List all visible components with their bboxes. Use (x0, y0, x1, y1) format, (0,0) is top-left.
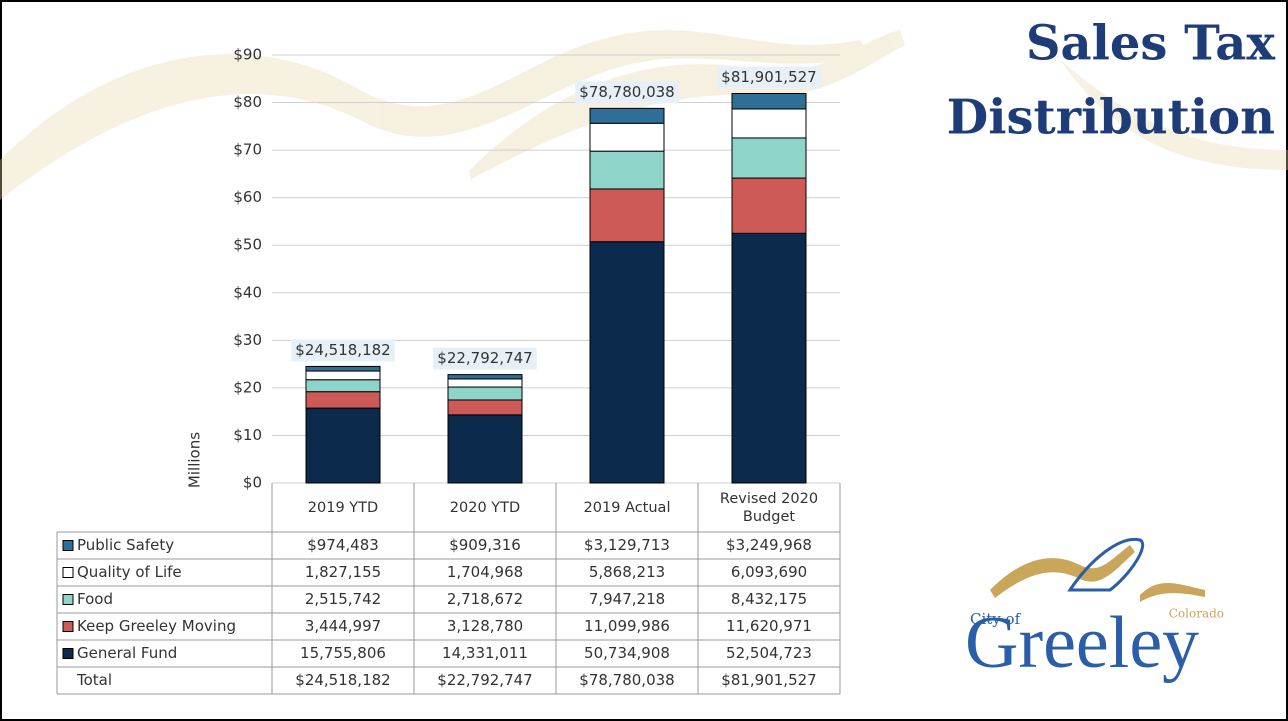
slide: Sales Tax Distribution Millions City of … (0, 0, 1288, 721)
table-cell: $3,129,713 (584, 536, 670, 554)
bar-segment (306, 392, 380, 408)
bar-segment (732, 94, 806, 109)
total-label: $81,901,527 (721, 68, 816, 86)
table-cell: 52,504,723 (726, 644, 812, 662)
table-cell: 1,827,155 (305, 563, 381, 581)
bar-segment (448, 375, 522, 379)
bar-segment (448, 415, 522, 483)
column-header-text: 2019 Actual (556, 483, 698, 532)
table-cell: 7,947,218 (589, 590, 665, 608)
title-line: Distribution (947, 90, 1275, 146)
table-cell: 11,620,971 (726, 617, 812, 635)
table-cell: $909,316 (449, 536, 521, 554)
bar-segment (732, 233, 806, 483)
y-tick-label: $80 (233, 93, 262, 111)
bar-segment (732, 178, 806, 233)
table-cell: $22,792,747 (437, 671, 532, 689)
table-cell: 50,734,908 (584, 644, 670, 662)
column-header: Revised 2020 Budget (698, 483, 840, 532)
table-cell: 8,432,175 (731, 590, 807, 608)
y-tick-label: $20 (233, 378, 262, 396)
column-header: 2020 YTD (414, 483, 556, 532)
column-header-text: 2020 YTD (414, 483, 556, 532)
legend-label: Public Safety (77, 536, 174, 554)
bar-segment (590, 108, 664, 123)
table-cell: $974,483 (307, 536, 379, 554)
table-cell: 15,755,806 (300, 644, 386, 662)
table-cell: 11,099,986 (584, 617, 670, 635)
logo-state: Colorado (1169, 607, 1224, 621)
column-header: 2019 YTD (272, 483, 414, 532)
column-header-text: 2019 YTD (272, 483, 414, 532)
table-cell: 2,515,742 (305, 590, 381, 608)
table-cell: 14,331,011 (442, 644, 528, 662)
total-label: $24,518,182 (295, 341, 390, 359)
legend-label: Quality of Life (77, 563, 182, 581)
y-tick-label: $70 (233, 141, 262, 159)
table-cell: 2,718,672 (447, 590, 523, 608)
table-cell: 1,704,968 (447, 563, 523, 581)
legend-swatch (63, 595, 73, 605)
legend-swatch (63, 568, 73, 578)
table-cell: $81,901,527 (721, 671, 816, 689)
total-row-label: Total (76, 671, 112, 689)
column-header-text: Revised 2020 Budget (698, 483, 840, 532)
legend-swatch (63, 622, 73, 632)
bar-segment (306, 380, 380, 392)
bar-segment (590, 242, 664, 483)
y-tick-label: $40 (233, 283, 262, 301)
y-tick-label: $10 (233, 426, 262, 444)
legend-swatch (63, 649, 73, 659)
total-label: $78,780,038 (579, 83, 674, 101)
legend-label: Keep Greeley Moving (77, 617, 236, 635)
y-tick-label: $60 (233, 188, 262, 206)
bar-segment (306, 366, 380, 371)
legend-label: General Fund (77, 644, 177, 662)
y-axis-label: Millions (186, 432, 204, 488)
bar-segment (306, 408, 380, 483)
bar-segment (590, 123, 664, 151)
bar-segment (306, 371, 380, 380)
total-label: $22,792,747 (437, 349, 532, 367)
y-tick-label: $30 (233, 331, 262, 349)
table-cell: $78,780,038 (579, 671, 674, 689)
bar-segment (732, 109, 806, 138)
y-tick-label: $0 (243, 474, 262, 492)
table-cell: 6,093,690 (731, 563, 807, 581)
table-cell: 5,868,213 (589, 563, 665, 581)
title-line: Sales Tax (1026, 16, 1276, 72)
bar-segment (732, 138, 806, 178)
bar-segment (448, 400, 522, 415)
bar-segment (448, 387, 522, 400)
legend-label: Food (77, 590, 113, 608)
logo-name: Greeley (965, 602, 1199, 684)
table-cell: 3,128,780 (447, 617, 523, 635)
table-cell: $3,249,968 (726, 536, 812, 554)
legend-swatch (63, 541, 73, 551)
y-tick-label: $90 (233, 46, 262, 64)
table-cell: 3,444,997 (305, 617, 381, 635)
y-tick-label: $50 (233, 236, 262, 254)
table-cell: $24,518,182 (295, 671, 390, 689)
column-header: 2019 Actual (556, 483, 698, 532)
bar-segment (448, 379, 522, 387)
bar-segment (590, 151, 664, 189)
bar-segment (590, 189, 664, 242)
